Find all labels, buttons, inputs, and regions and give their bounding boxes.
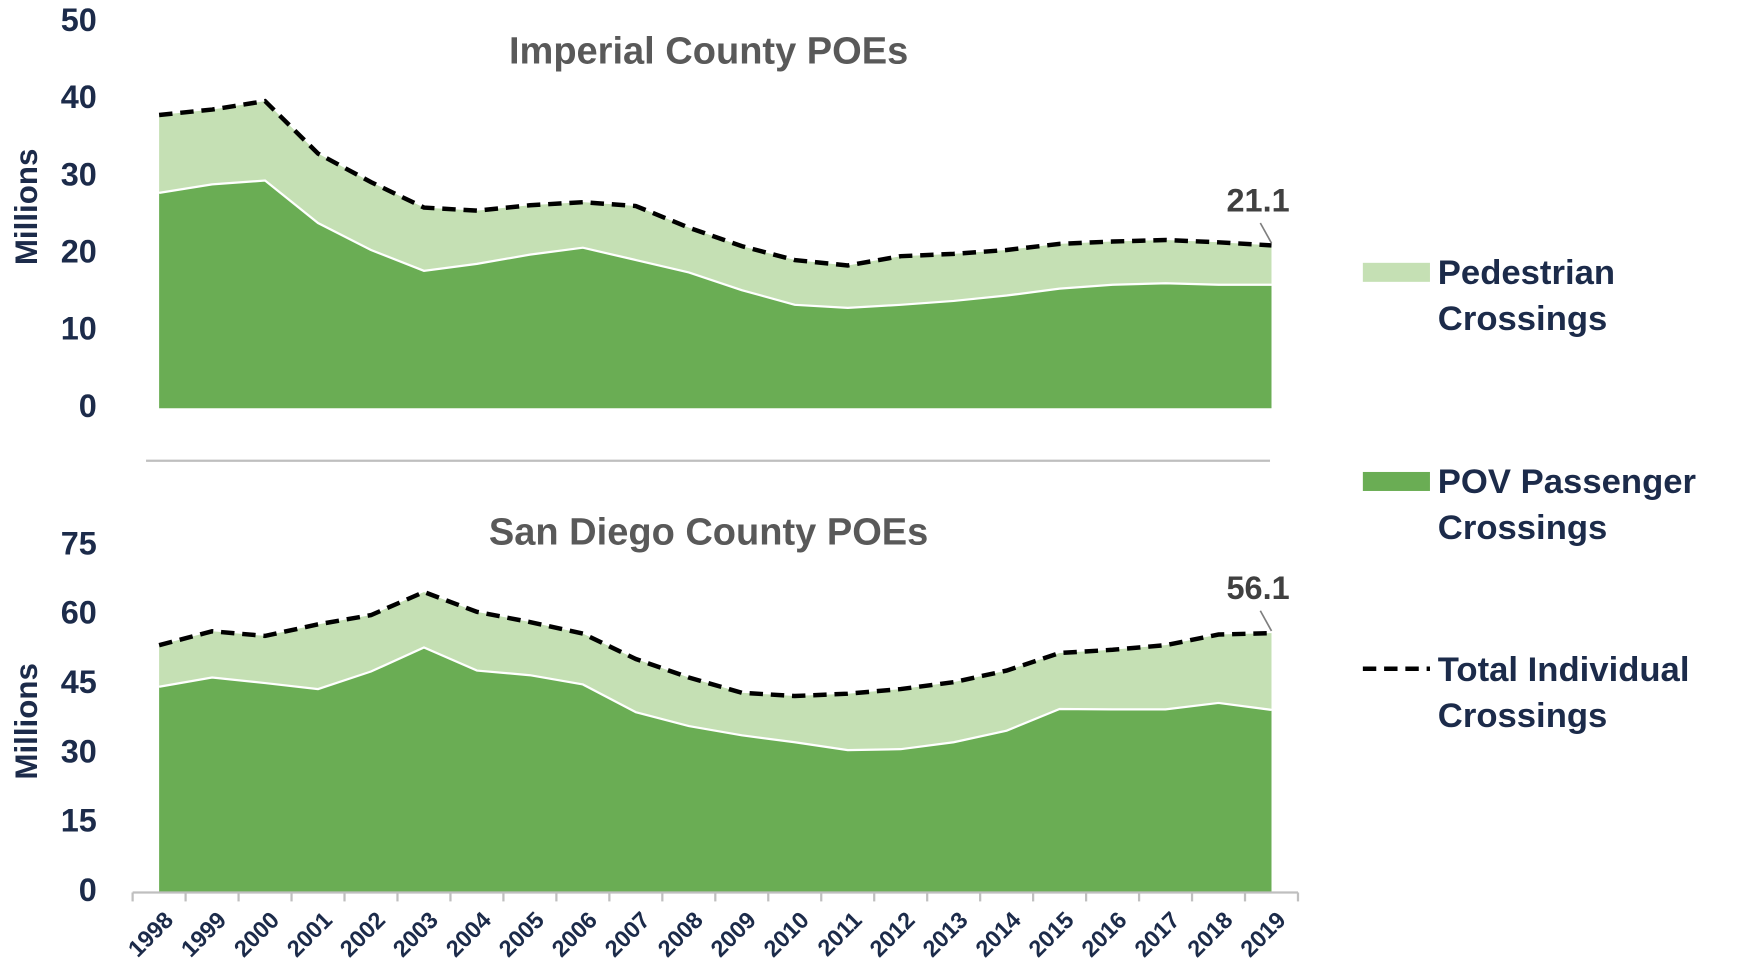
x-tick-label: 2015 [1023,907,1078,962]
x-tick-label: 2004 [441,907,496,962]
x-tick-label: 2006 [547,907,602,962]
x-tick-label: 1999 [176,907,231,962]
x-tick-label: 2016 [1076,907,1131,962]
y-tick-label: 30 [61,156,97,192]
x-tick-label: 2007 [600,907,655,962]
pov-area [159,647,1272,893]
y-axis-label: Millions [9,149,44,266]
x-tick-label: 2001 [282,907,337,962]
pov-area [159,180,1272,409]
y-tick-label: 45 [61,664,97,700]
y-tick-label: 30 [61,733,97,769]
legend-label: Pedestrian Crossings [1437,252,1616,338]
legend-item: Pedestrian Crossings [1437,252,1616,338]
y-tick-label: 75 [61,525,97,561]
x-tick-label: 2017 [1129,907,1184,962]
y-tick-label: 15 [61,803,97,839]
y-tick-label: 40 [61,79,97,115]
legend-item: Total Individual Crossings [1437,649,1690,735]
legend-swatch [1362,471,1430,491]
y-tick-label: 10 [61,311,97,347]
x-tick-label: 2000 [229,907,284,962]
x-tick-label: 2012 [865,907,920,962]
annotation-leader [1259,610,1273,632]
x-tick-label: 2011 [812,907,866,961]
legend-swatch [1362,262,1430,282]
y-axis-label: Millions [9,663,44,779]
legend-item: POV Passenger Crossings [1437,461,1697,547]
x-tick-label: 2018 [1182,907,1237,962]
pov-edge [158,646,1272,752]
legend-label: POV Passenger Crossings [1437,461,1697,547]
pedestrian-area [159,101,1272,308]
x-tick-label: 2019 [1235,907,1290,962]
x-tick-label: 2010 [759,907,814,962]
data-label: 21.1 [1227,182,1290,218]
x-tick-label: 2003 [388,907,443,962]
x-tick-label: 2013 [917,907,972,962]
x-tick-label: 2002 [335,907,390,962]
chart-title: San Diego County POEs [489,512,928,554]
pov-edge [158,179,1272,310]
data-label: 56.1 [1227,570,1290,606]
y-tick-label: 0 [79,388,97,424]
x-tick-label: 2005 [494,907,549,962]
x-tick-label: 2009 [706,907,761,962]
y-tick-label: 50 [61,2,97,38]
annotation-leader [1259,222,1273,244]
chart-title: Imperial County POEs [509,31,908,73]
y-tick-label: 20 [61,233,97,269]
total-line [158,98,1272,268]
y-tick-label: 60 [61,595,97,631]
x-tick-label: 2008 [653,907,708,962]
total-line [158,589,1272,699]
x-tick-label: 1998 [123,907,178,962]
legend-label: Total Individual Crossings [1437,649,1690,735]
pedestrian-area [159,592,1272,751]
y-tick-label: 0 [79,872,97,908]
x-tick-label: 2014 [970,907,1025,962]
